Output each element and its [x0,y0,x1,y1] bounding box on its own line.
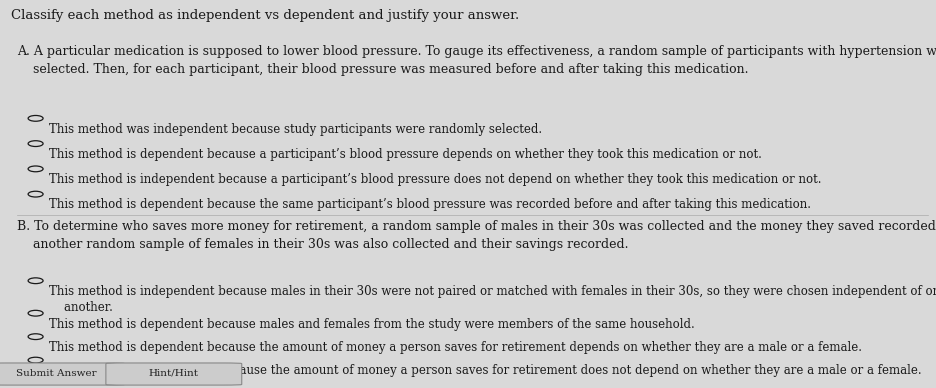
Text: Classify each method as independent vs dependent and justify your answer.: Classify each method as independent vs d… [11,9,519,22]
Text: This method was independent because study participants were randomly selected.: This method was independent because stud… [49,123,541,136]
Text: This method is dependent because males and females from the study were members o: This method is dependent because males a… [49,317,694,331]
FancyBboxPatch shape [106,363,241,385]
FancyBboxPatch shape [0,363,124,385]
Text: This method is independent because the amount of money a person saves for retire: This method is independent because the a… [49,364,920,378]
Text: This method is dependent because the amount of money a person saves for retireme: This method is dependent because the amo… [49,341,861,354]
Text: Hint/Hint: Hint/Hint [149,369,198,378]
Text: This method is independent because a participant’s blood pressure does not depen: This method is independent because a par… [49,173,820,186]
Text: This method is independent because males in their 30s were not paired or matched: This method is independent because males… [49,285,936,314]
Text: A. A particular medication is supposed to lower blood pressure. To gauge its eff: A. A particular medication is supposed t… [17,45,936,76]
Text: This method is dependent because a participant’s blood pressure depends on wheth: This method is dependent because a parti… [49,148,761,161]
Text: Submit Answer: Submit Answer [16,369,97,378]
Text: B. To determine who saves more money for retirement, a random sample of males in: B. To determine who saves more money for… [17,220,936,251]
Text: This method is dependent because the same participant’s blood pressure was recor: This method is dependent because the sam… [49,199,810,211]
